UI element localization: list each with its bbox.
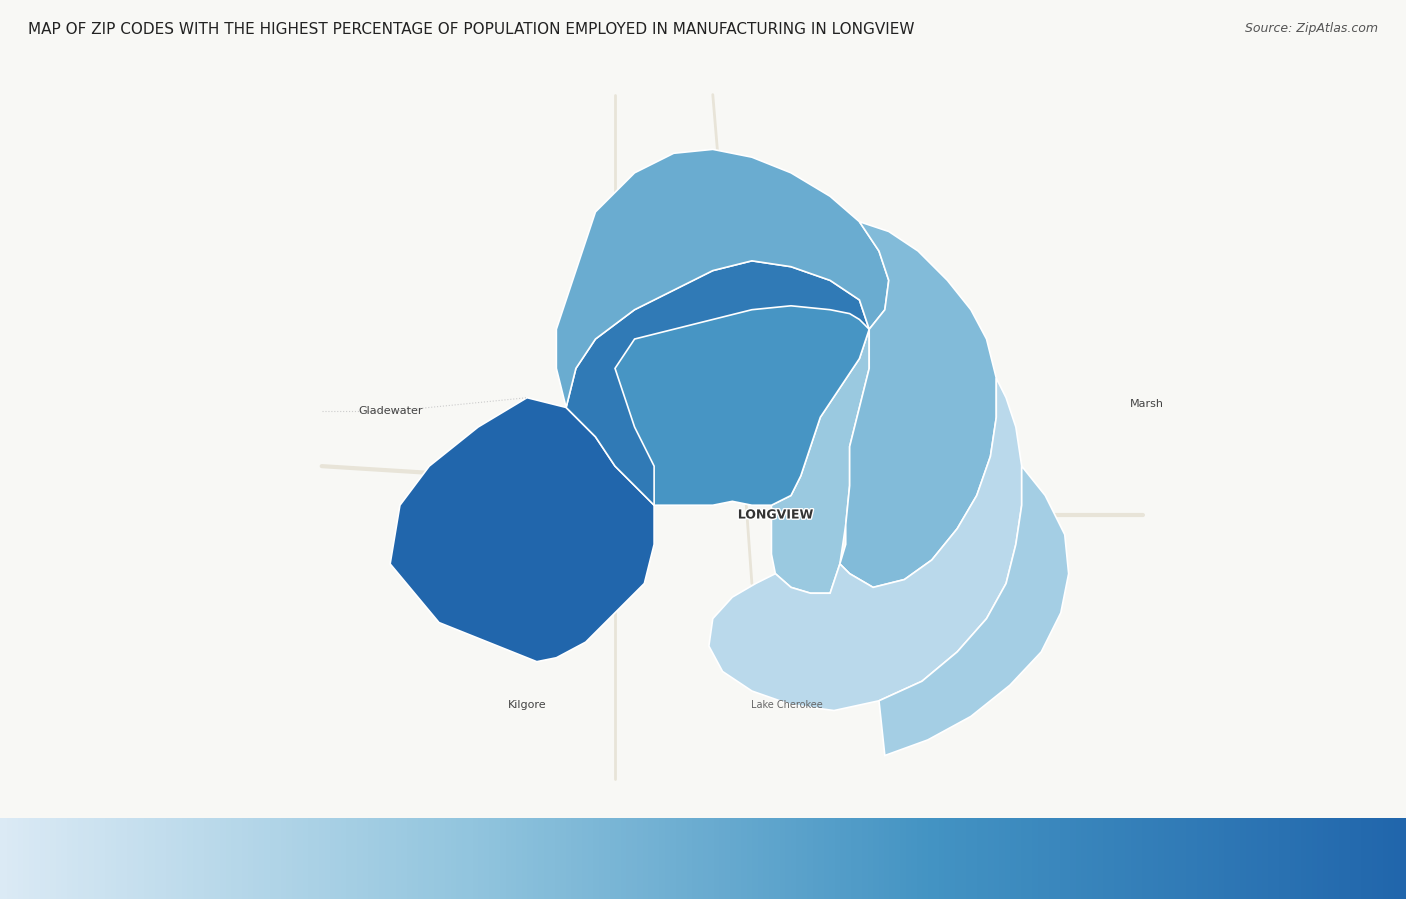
Text: Kilgore: Kilgore bbox=[508, 699, 547, 709]
Text: Lake Cherokee: Lake Cherokee bbox=[751, 699, 823, 709]
Polygon shape bbox=[709, 378, 1022, 710]
Polygon shape bbox=[614, 306, 869, 505]
Text: Source: ZipAtlas.com: Source: ZipAtlas.com bbox=[1244, 22, 1378, 35]
Text: LONGVIEW: LONGVIEW bbox=[738, 509, 813, 521]
Text: Marsh: Marsh bbox=[1130, 398, 1164, 408]
Polygon shape bbox=[879, 466, 1069, 755]
Polygon shape bbox=[839, 222, 997, 587]
Polygon shape bbox=[772, 329, 869, 593]
Polygon shape bbox=[389, 397, 654, 662]
Polygon shape bbox=[567, 261, 869, 505]
Polygon shape bbox=[557, 149, 889, 407]
Text: MAP OF ZIP CODES WITH THE HIGHEST PERCENTAGE OF POPULATION EMPLOYED IN MANUFACTU: MAP OF ZIP CODES WITH THE HIGHEST PERCEN… bbox=[28, 22, 915, 38]
Text: Gladewater: Gladewater bbox=[359, 406, 422, 416]
